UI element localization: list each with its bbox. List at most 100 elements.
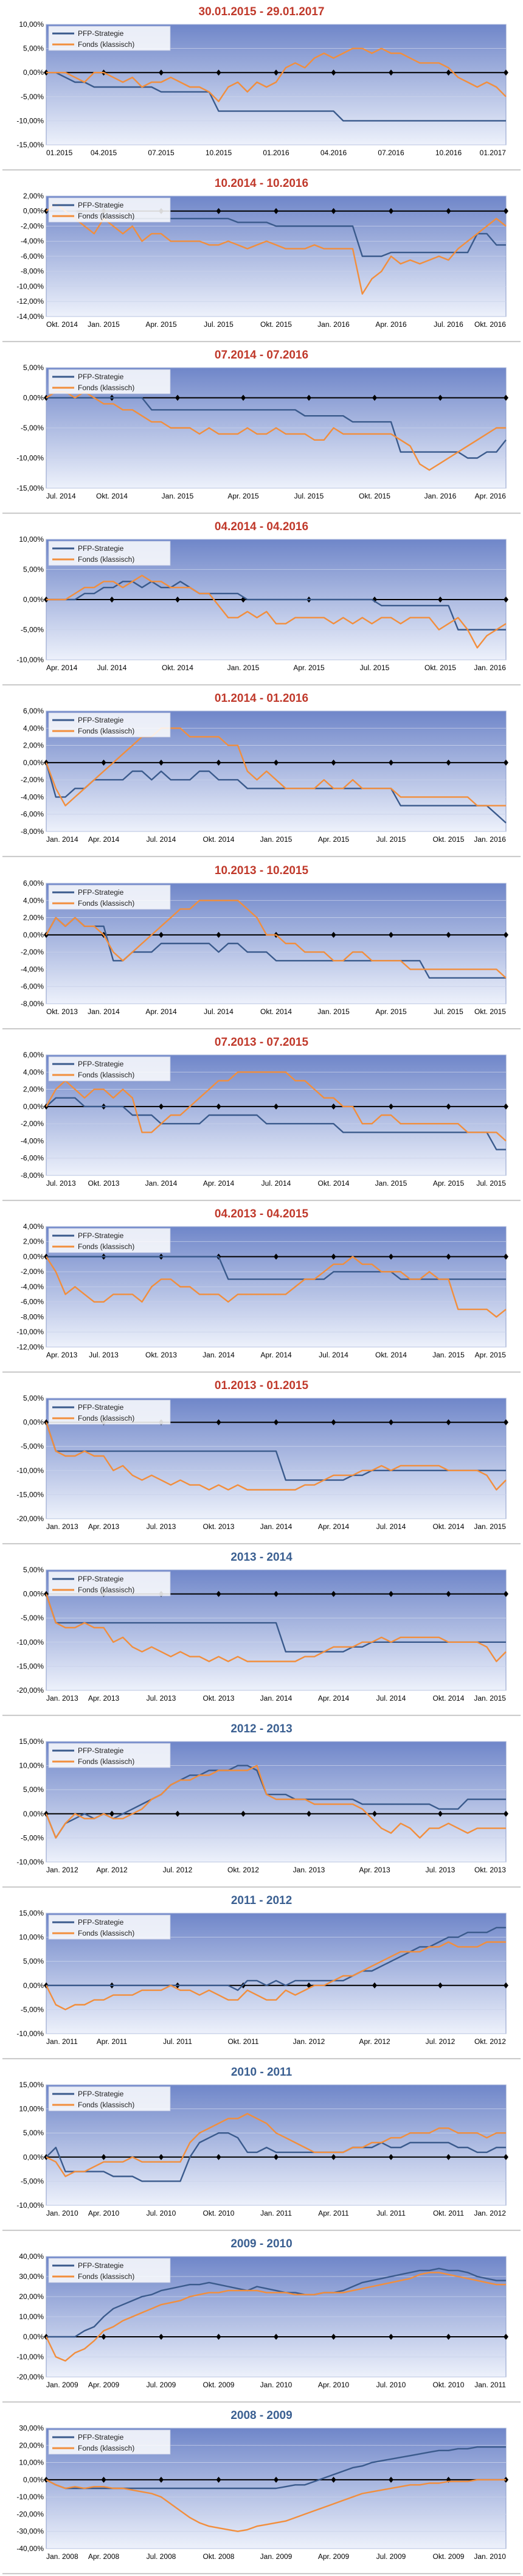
y-tick-label: -20,00% <box>16 2373 44 2381</box>
x-tick-label: Apr. 2013 <box>88 1522 120 1531</box>
zero-line-marker <box>241 394 246 401</box>
x-tick-label: Jan. 2014 <box>46 835 78 844</box>
x-tick-label: Jan. 2014 <box>145 1179 178 1188</box>
y-tick-label: -10,00% <box>16 116 44 125</box>
y-tick-label: -8,00% <box>21 999 44 1007</box>
y-tick-label: 5,00% <box>23 2129 44 2137</box>
x-tick-label: Jul. 2014 <box>46 492 76 500</box>
legend: PFP-Strategie Fonds (klassisch) <box>48 1914 171 1940</box>
zero-line-marker <box>273 760 279 766</box>
zero-line-marker <box>306 1982 311 1989</box>
x-tick-label: Okt. 2014 <box>162 663 193 672</box>
zero-line-marker <box>388 69 393 76</box>
x-tick-label: Jan. 2009 <box>260 2552 293 2561</box>
chart-title: 2011 - 2012 <box>231 1894 292 1907</box>
chart-title: 10.2013 - 10.2015 <box>215 864 309 877</box>
zero-line-marker <box>159 931 164 938</box>
zero-line-marker <box>159 2334 164 2340</box>
x-tick-label: Jan. 2010 <box>474 2552 506 2561</box>
legend-label-strategy: PFP-Strategie <box>78 2433 124 2441</box>
legend-label-strategy: PFP-Strategie <box>78 2090 124 2098</box>
x-tick-label: Jan. 2012 <box>474 2209 506 2217</box>
x-tick-label: Jan. 2010 <box>260 2381 293 2389</box>
zero-line-marker <box>44 1419 49 1426</box>
zero-line-marker <box>503 2334 508 2340</box>
chart-panel: 01.2014 - 01.2016 6,00% 4,00% 2,00% 0,00% -2,… <box>0 687 523 858</box>
y-tick-label: 0,00% <box>23 2476 44 2484</box>
y-tick-label: 5,00% <box>23 565 44 574</box>
zero-line-marker <box>388 208 393 214</box>
x-tick-label: Jul. 2014 <box>97 663 127 672</box>
series-line-strategy <box>46 71 506 122</box>
chart-title: 10.2014 - 10.2016 <box>215 177 308 190</box>
y-tick-label: 15,00% <box>19 1737 44 1746</box>
x-tick-label: Jan. 2011 <box>260 2209 292 2217</box>
zero-line-marker <box>388 2154 393 2160</box>
y-tick-label: -10,00% <box>16 1858 44 1866</box>
x-tick-label: Apr. 2015 <box>145 320 177 329</box>
x-tick-label: Apr. 2011 <box>318 2209 349 2217</box>
x-tick-label: Jul. 2011 <box>163 2037 192 2046</box>
x-tick-label: Okt. 2014 <box>203 835 235 844</box>
x-tick-label: Jan. 2014 <box>260 1522 293 1531</box>
legend: PFP-Strategie Fonds (klassisch) <box>48 1056 171 1081</box>
x-tick-label: Jul. 2015 <box>476 1179 506 1188</box>
y-tick-label: 10,00% <box>19 1762 44 1770</box>
y-tick-label: 0,00% <box>23 2333 44 2341</box>
y-tick-label: 15,00% <box>19 1909 44 1917</box>
zero-line-marker <box>273 1419 279 1426</box>
x-tick-label: Jul. 2010 <box>376 2381 406 2389</box>
zero-line-marker <box>306 394 311 401</box>
zero-line-marker <box>503 394 508 401</box>
legend: PFP-Strategie Fonds (klassisch) <box>48 1399 171 1425</box>
legend-label-strategy: PFP-Strategie <box>78 2261 124 2270</box>
y-tick-label: 5,00% <box>23 363 44 372</box>
zero-line-marker <box>372 597 377 603</box>
y-tick-label: -4,00% <box>21 793 44 802</box>
x-tick-label: Okt. 2008 <box>203 2552 235 2561</box>
y-tick-label: 10,00% <box>19 2105 44 2113</box>
zero-line-marker <box>44 1591 49 1597</box>
zero-line-marker <box>446 1103 451 1110</box>
zero-line-marker <box>446 208 451 214</box>
legend-label-fund: Fonds (klassisch) <box>78 2272 134 2281</box>
series-line-fund <box>46 391 506 471</box>
chart-panel: 2009 - 2010 40,00% 30,00% 20,00% 10,00% 0,00%… <box>0 2232 523 2404</box>
y-tick-label: 20,00% <box>19 2292 44 2301</box>
x-tick-label: 01.2016 <box>263 149 289 157</box>
zero-line-marker <box>241 597 246 603</box>
legend-label-fund: Fonds (klassisch) <box>78 1242 134 1251</box>
legend-label-strategy: PFP-Strategie <box>78 201 124 209</box>
legend: PFP-Strategie Fonds (klassisch) <box>48 1743 171 1768</box>
series-line-fund <box>45 1594 507 1662</box>
y-tick-label: -5,00% <box>21 424 44 432</box>
x-tick-label: Jan. 2015 <box>375 1179 407 1188</box>
y-tick-label: -6,00% <box>21 252 44 261</box>
y-tick-label: 10,00% <box>19 20 44 29</box>
y-tick-label: -6,00% <box>21 982 44 990</box>
chart-svg: 10.2014 - 10.2016 2,00% 0,00% -2,00% -4,00% -… <box>2 177 521 343</box>
x-tick-label: Jul. 2013 <box>46 1179 76 1188</box>
y-tick-label: 0,00% <box>23 2153 44 2161</box>
zero-line-marker <box>216 2154 221 2160</box>
legend-label-fund: Fonds (klassisch) <box>78 2101 134 2109</box>
zero-line-marker <box>273 2334 279 2340</box>
x-tick-label: Jan. 2011 <box>474 2381 506 2389</box>
x-tick-label: Jan. 2015 <box>474 1522 506 1531</box>
zero-line-marker <box>446 2334 451 2340</box>
x-tick-label: Apr. 2009 <box>318 2552 350 2561</box>
x-tick-label: Jan. 2015 <box>227 663 260 672</box>
y-tick-label: 10,00% <box>19 535 44 544</box>
x-tick-label: Okt. 2009 <box>203 2381 235 2389</box>
y-tick-label: -20,00% <box>16 1514 44 1523</box>
zero-line-marker <box>503 1810 508 1817</box>
series-line-fund <box>45 2272 506 2362</box>
zero-line-marker <box>388 931 393 938</box>
x-tick-label: Jul. 2013 <box>147 1694 176 1703</box>
y-tick-label: 2,00% <box>23 1237 44 1245</box>
x-tick-label: Apr. 2015 <box>318 835 350 844</box>
x-tick-label: Okt. 2011 <box>227 2037 258 2046</box>
x-tick-label: Jul. 2014 <box>319 1351 348 1359</box>
chart-svg: 01.2014 - 01.2016 6,00% 4,00% 2,00% 0,00% -2,… <box>2 692 521 858</box>
